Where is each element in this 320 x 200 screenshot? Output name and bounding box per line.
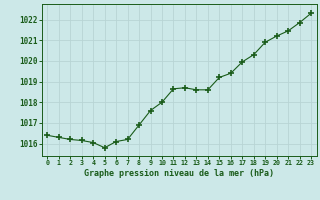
X-axis label: Graphe pression niveau de la mer (hPa): Graphe pression niveau de la mer (hPa) [84, 169, 274, 178]
